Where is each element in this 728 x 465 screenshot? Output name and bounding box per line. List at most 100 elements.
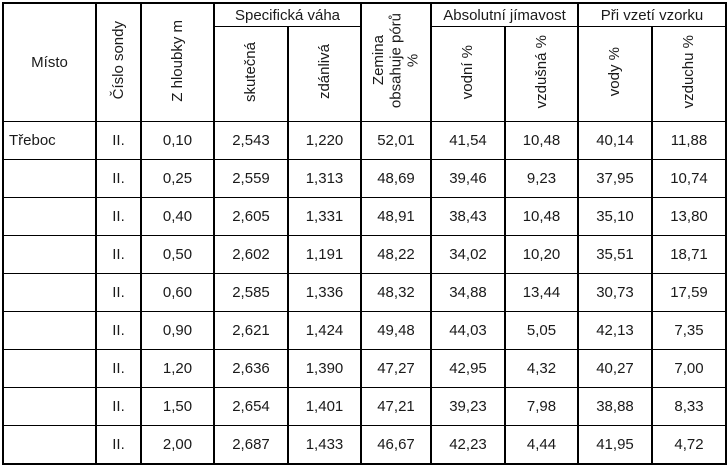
cell-zdanliva: 1,331 [287, 197, 362, 236]
cell-sonda: II. [95, 273, 142, 312]
cell-hloubka: 0,90 [140, 311, 215, 350]
col-group-pri-vzeti-vzorku: Při vzetí vzorku [577, 2, 727, 27]
cell-vzorek-vzduchu: 11,88 [651, 121, 727, 160]
cell-misto [2, 311, 97, 350]
cell-vzorek-vody: 41,95 [577, 425, 653, 464]
cell-misto: Třeboc [2, 121, 97, 160]
col-header-vody-label: vody % [606, 47, 624, 97]
table-row: II. 1,20 2,636 1,390 47,27 42,95 4,32 40… [2, 349, 727, 388]
cell-abs-vodni: 34,02 [430, 235, 506, 274]
col-header-z-hloubky-label: Z hloubky m [168, 19, 186, 102]
cell-zdanliva: 1,191 [287, 235, 362, 274]
table-body: Třeboc II. 0,10 2,543 1,220 52,01 41,54 … [2, 121, 727, 464]
col-header-z-hloubky: Z hloubky m [140, 2, 215, 122]
cell-abs-vodni: 39,23 [430, 387, 506, 426]
cell-sonda: II. [95, 197, 142, 236]
col-header-vzduchu: vzduchu % [651, 26, 727, 122]
cell-abs-vzdusna: 13,44 [504, 273, 579, 312]
cell-abs-vodni: 42,23 [430, 425, 506, 464]
col-header-skutecna-label: skutečná [242, 41, 260, 103]
cell-porovitost: 48,91 [360, 197, 432, 236]
cell-skutecna: 2,621 [213, 311, 289, 350]
cell-hloubka: 1,50 [140, 387, 215, 426]
col-header-zdanliva-label: zdánlivá [315, 44, 333, 100]
table-row: II. 1,50 2,654 1,401 47,21 39,23 7,98 38… [2, 387, 727, 426]
cell-skutecna: 2,687 [213, 425, 289, 464]
cell-vzorek-vody: 40,27 [577, 349, 653, 388]
header-group-row: Místo Číslo sondy Z hloubky m Specifická… [2, 2, 727, 122]
cell-abs-vzdusna: 5,05 [504, 311, 579, 350]
cell-zdanliva: 1,401 [287, 387, 362, 426]
cell-sonda: II. [95, 159, 142, 198]
cell-skutecna: 2,605 [213, 197, 289, 236]
cell-sonda: II. [95, 425, 142, 464]
cell-porovitost: 48,32 [360, 273, 432, 312]
cell-misto [2, 349, 97, 388]
cell-misto [2, 273, 97, 312]
cell-hloubka: 0,25 [140, 159, 215, 198]
cell-abs-vodni: 41,54 [430, 121, 506, 160]
cell-vzorek-vzduchu: 7,35 [651, 311, 727, 350]
table-header: Místo Číslo sondy Z hloubky m Specifická… [2, 2, 727, 122]
cell-hloubka: 0,10 [140, 121, 215, 160]
cell-vzorek-vody: 37,95 [577, 159, 653, 198]
cell-vzorek-vzduchu: 18,71 [651, 235, 727, 274]
col-header-zemina-poru: Zemina obsahuje pórů % [360, 2, 432, 122]
col-header-cislo-sondy: Číslo sondy [95, 2, 142, 122]
col-header-zdanliva: zdánlivá [287, 26, 362, 122]
cell-porovitost: 49,48 [360, 311, 432, 350]
cell-skutecna: 2,585 [213, 273, 289, 312]
cell-abs-vzdusna: 4,32 [504, 349, 579, 388]
col-header-vzdusna-label: vzdušná % [532, 35, 550, 109]
cell-porovitost: 47,21 [360, 387, 432, 426]
cell-vzorek-vody: 42,13 [577, 311, 653, 350]
cell-vzorek-vzduchu: 13,80 [651, 197, 727, 236]
col-group-absolutni-jimavost: Absolutní jímavost [430, 2, 579, 27]
col-header-vodni-label: vodní % [459, 44, 477, 100]
cell-abs-vzdusna: 4,44 [504, 425, 579, 464]
cell-hloubka: 2,00 [140, 425, 215, 464]
col-header-cislo-sondy-label: Číslo sondy [109, 21, 127, 100]
cell-abs-vodni: 38,43 [430, 197, 506, 236]
cell-zdanliva: 1,424 [287, 311, 362, 350]
col-header-misto: Místo [2, 2, 97, 122]
cell-misto [2, 159, 97, 198]
cell-sonda: II. [95, 121, 142, 160]
table-row: II. 0,60 2,585 1,336 48,32 34,88 13,44 3… [2, 273, 727, 312]
cell-zdanliva: 1,220 [287, 121, 362, 160]
col-header-vzduchu-label: vzduchu % [680, 35, 698, 109]
cell-vzorek-vody: 35,51 [577, 235, 653, 274]
cell-zdanliva: 1,433 [287, 425, 362, 464]
cell-skutecna: 2,543 [213, 121, 289, 160]
cell-misto [2, 235, 97, 274]
cell-hloubka: 1,20 [140, 349, 215, 388]
table-row: II. 0,50 2,602 1,191 48,22 34,02 10,20 3… [2, 235, 727, 274]
cell-vzorek-vody: 35,10 [577, 197, 653, 236]
cell-sonda: II. [95, 235, 142, 274]
header-sub-row: skutečná zdánlivá vodní % vzdušná % vody… [3, 26, 727, 122]
table-row: Třeboc II. 0,10 2,543 1,220 52,01 41,54 … [2, 121, 727, 160]
table-row: II. 0,40 2,605 1,331 48,91 38,43 10,48 3… [2, 197, 727, 236]
cell-abs-vzdusna: 10,20 [504, 235, 579, 274]
cell-zdanliva: 1,336 [287, 273, 362, 312]
cell-vzorek-vzduchu: 17,59 [651, 273, 727, 312]
cell-porovitost: 52,01 [360, 121, 432, 160]
cell-abs-vodni: 42,95 [430, 349, 506, 388]
cell-vzorek-vody: 38,88 [577, 387, 653, 426]
cell-vzorek-vzduchu: 7,00 [651, 349, 727, 388]
cell-misto [2, 197, 97, 236]
cell-abs-vzdusna: 7,98 [504, 387, 579, 426]
cell-sonda: II. [95, 311, 142, 350]
cell-skutecna: 2,602 [213, 235, 289, 274]
cell-misto [2, 425, 97, 464]
cell-skutecna: 2,559 [213, 159, 289, 198]
cell-vzorek-vzduchu: 4,72 [651, 425, 727, 464]
cell-skutecna: 2,654 [213, 387, 289, 426]
col-header-zemina-poru-label: Zemina obsahuje pórů % [370, 12, 422, 109]
cell-abs-vzdusna: 10,48 [504, 197, 579, 236]
cell-vzorek-vody: 30,73 [577, 273, 653, 312]
cell-abs-vzdusna: 10,48 [504, 121, 579, 160]
cell-skutecna: 2,636 [213, 349, 289, 388]
